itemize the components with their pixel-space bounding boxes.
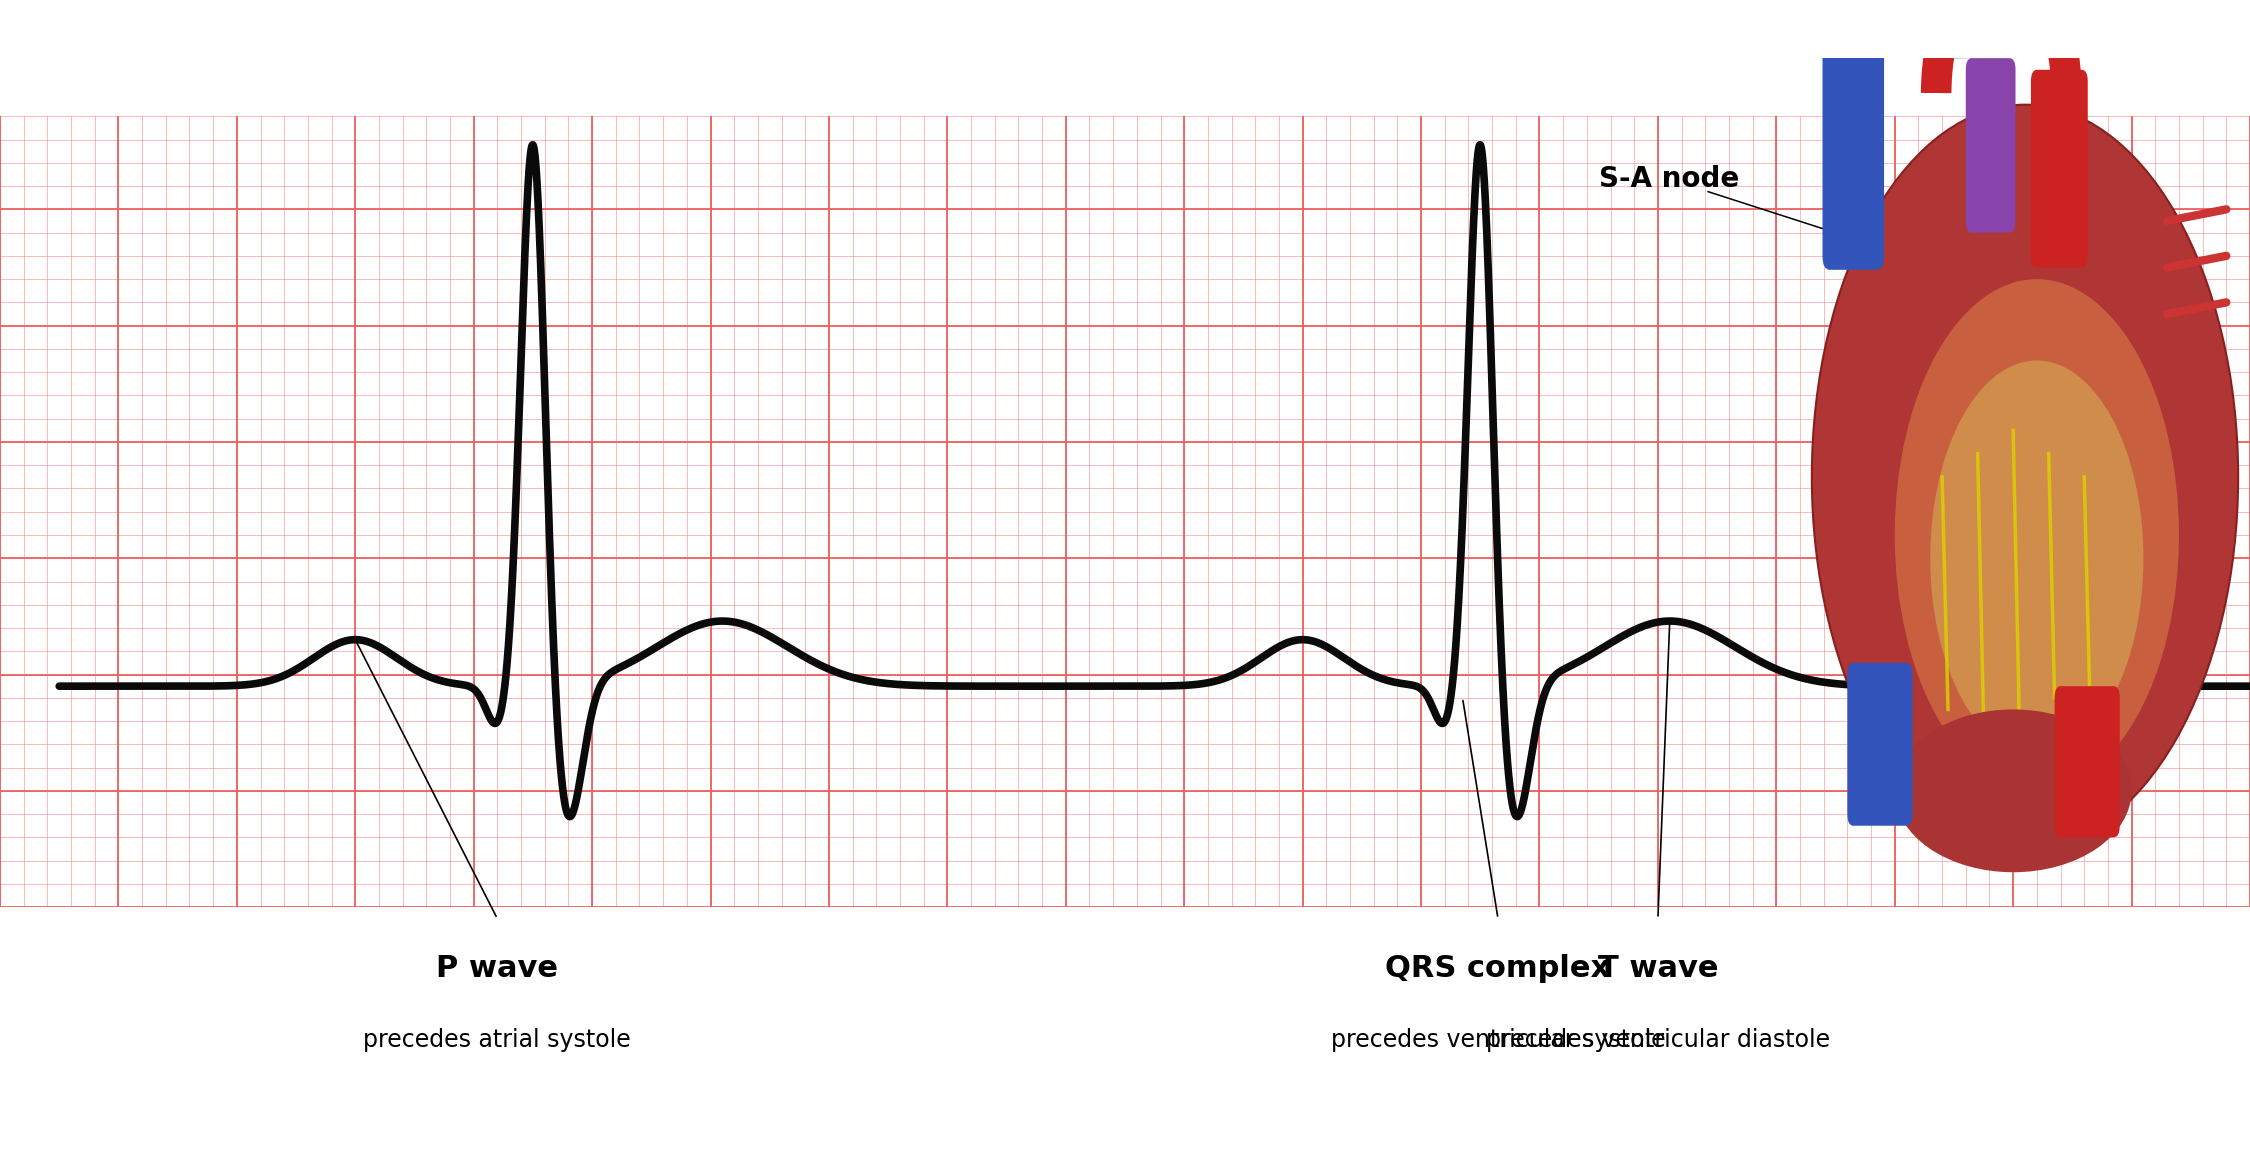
Text: precedes ventricular systole: precedes ventricular systole [1330,1028,1665,1053]
FancyBboxPatch shape [2054,686,2120,837]
Text: precedes atrial systole: precedes atrial systole [364,1028,632,1053]
Text: QRS complex: QRS complex [1386,954,1611,983]
Ellipse shape [1894,279,2178,791]
Ellipse shape [1894,709,2131,872]
Ellipse shape [1811,105,2239,849]
FancyBboxPatch shape [1823,9,1883,270]
Text: P wave: P wave [436,954,558,983]
Text: S-A node: S-A node [1600,165,1739,193]
FancyBboxPatch shape [1847,663,1912,826]
FancyBboxPatch shape [2032,70,2088,267]
Text: T wave: T wave [1598,954,1719,983]
Ellipse shape [1930,361,2144,756]
Bar [0,58,2250,116]
FancyBboxPatch shape [1966,58,2016,233]
Text: precedes ventricular diastole: precedes ventricular diastole [1485,1028,1829,1053]
